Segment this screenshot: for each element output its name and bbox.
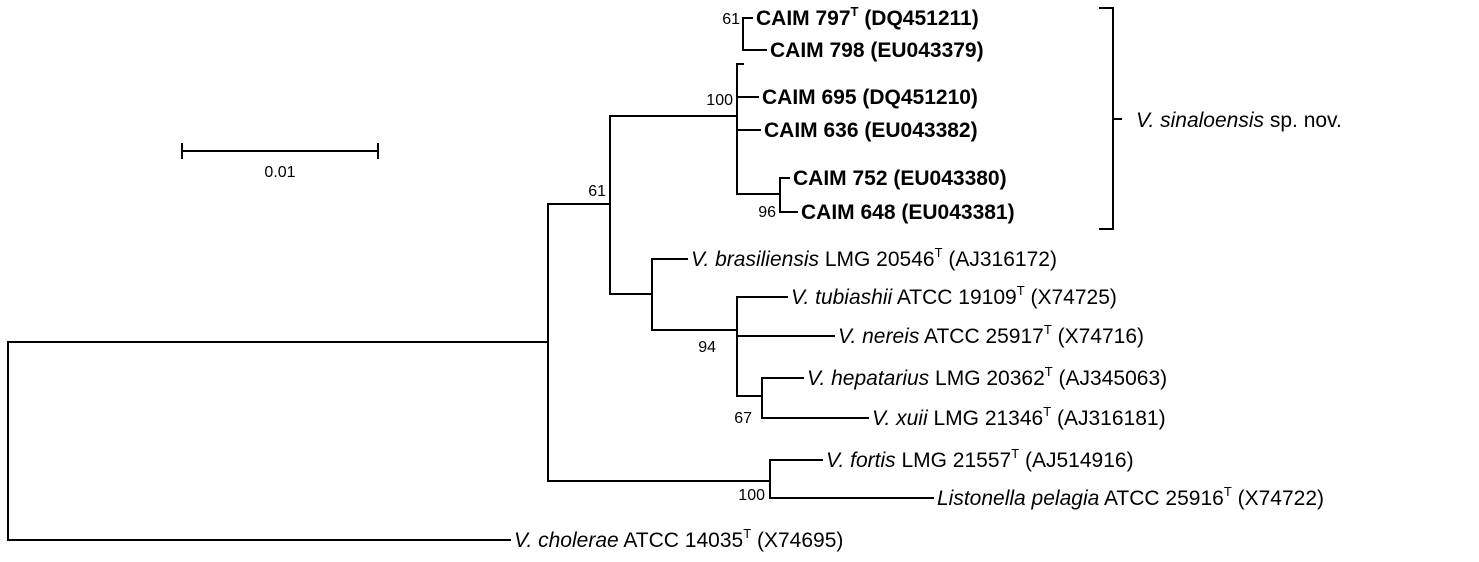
- bootstrap-sinaloensis-clade: 100: [706, 92, 733, 109]
- strain: ATCC 25916: [1099, 487, 1224, 510]
- strain: CAIM 695 (DQ451210): [762, 86, 978, 109]
- tree-branches: [7, 17, 934, 541]
- strain: CAIM 648 (EU043381): [801, 201, 1015, 224]
- species-name: V. tubiashii: [791, 286, 893, 309]
- clade-suffix: sp. nov.: [1264, 109, 1342, 132]
- type-strain-superscript: T: [1011, 446, 1019, 461]
- strain: LMG 20362: [929, 367, 1045, 390]
- species-name: V. brasiliensis: [691, 248, 819, 271]
- taxon-label-fortis: V. fortis LMG 21557T (AJ514916): [826, 446, 1134, 472]
- accession: (AJ316181): [1051, 407, 1165, 430]
- bootstrap-hepatarius-xuii: 67: [734, 410, 752, 427]
- bootstrap-fortis-pelagia: 100: [738, 487, 765, 504]
- taxon-label-tubiashii: V. tubiashii ATCC 19109T (X74725): [791, 283, 1117, 309]
- strain: ATCC 25917: [919, 325, 1044, 348]
- node-61-branch: [609, 115, 738, 295]
- accession: (X74695): [751, 529, 843, 552]
- taxon-label-pelagia: Listonella pelagia ATCC 25916T (X74722): [937, 484, 1324, 510]
- type-strain-superscript: T: [743, 526, 751, 541]
- node-caim797-798-branch: [742, 17, 767, 51]
- strain: ATCC 14035: [619, 529, 744, 552]
- strain: ATCC 19109: [892, 286, 1017, 309]
- species-name: Listonella pelagia: [937, 487, 1099, 510]
- accession: (DQ451211): [858, 7, 978, 30]
- bootstrap-values: 61 100 96 61 94 67 100: [588, 11, 776, 504]
- taxon-label-caim636: CAIM 636 (EU043382): [764, 119, 978, 142]
- node-brasiliensis-branch: [651, 258, 738, 331]
- bootstrap-caim797-798: 61: [722, 11, 740, 28]
- species-name: V. hepatarius: [807, 367, 930, 390]
- strain: CAIM 797: [756, 7, 851, 30]
- species-name: V. nereis: [838, 325, 920, 348]
- type-strain-superscript: T: [851, 4, 859, 19]
- strain: CAIM 752 (EU043380): [793, 167, 1007, 190]
- node-caim752-648-branch: [779, 177, 798, 213]
- taxon-label-brasiliensis: V. brasiliensis LMG 20546T (AJ316172): [691, 245, 1057, 271]
- strain: LMG 21557: [896, 449, 1012, 472]
- node-fortis-pelagia-branch: [769, 459, 934, 499]
- clade-bracket: V. sinaloensis sp. nov.: [1099, 7, 1342, 230]
- taxon-label-caim752: CAIM 752 (EU043380): [793, 167, 1007, 190]
- strain: LMG 21346: [928, 407, 1044, 430]
- taxon-label-caim797: CAIM 797T (DQ451211): [756, 4, 979, 30]
- taxon-label-nereis: V. nereis ATCC 25917T (X74716): [838, 322, 1144, 348]
- strain: CAIM 636 (EU043382): [764, 119, 978, 142]
- accession: (AJ345063): [1053, 367, 1167, 390]
- type-strain-superscript: T: [1043, 404, 1051, 419]
- clade-bracket-line: [1099, 7, 1122, 230]
- species-name: V. cholerae: [514, 529, 619, 552]
- taxon-label-caim648: CAIM 648 (EU043381): [801, 201, 1015, 224]
- strain: LMG 20546: [819, 248, 935, 271]
- accession: (X74722): [1232, 487, 1324, 510]
- type-strain-superscript: T: [1044, 322, 1052, 337]
- strain: CAIM 798 (EU043379): [770, 39, 984, 62]
- bootstrap-tubiashii-group: 94: [698, 339, 716, 356]
- clade-species-name: V. sinaloensis: [1136, 109, 1265, 132]
- bootstrap-caim752-648: 96: [758, 204, 776, 221]
- species-name: V. xuii: [872, 407, 929, 430]
- accession: (X74725): [1025, 286, 1117, 309]
- accession: (AJ316172): [943, 248, 1057, 271]
- taxon-label-cholerae: V. cholerae ATCC 14035T (X74695): [514, 526, 843, 552]
- type-strain-superscript: T: [1045, 364, 1053, 379]
- root-branch: [7, 341, 549, 541]
- type-strain-superscript: T: [1017, 283, 1025, 298]
- type-strain-superscript: T: [1224, 484, 1232, 499]
- taxon-label-caim798: CAIM 798 (EU043379): [770, 39, 984, 62]
- accession: (AJ514916): [1019, 449, 1133, 472]
- species-name: V. fortis: [826, 449, 896, 472]
- taxon-label-caim695: CAIM 695 (DQ451210): [762, 86, 978, 109]
- scale-bar: 0.01: [181, 143, 379, 181]
- taxon-labels: CAIM 797T (DQ451211) CAIM 798 (EU043379)…: [514, 4, 1324, 552]
- node-main-branch: [547, 203, 771, 482]
- scale-bar-line: [181, 143, 379, 159]
- type-strain-superscript: T: [935, 245, 943, 260]
- accession: (X74716): [1052, 325, 1144, 348]
- node-94-branch: [736, 296, 835, 397]
- node-sinaloensis-branch: [736, 63, 781, 195]
- node-67-branch: [761, 377, 869, 419]
- taxon-label-xuii: V. xuii LMG 21346T (AJ316181): [872, 404, 1166, 430]
- taxon-label-hepatarius: V. hepatarius LMG 20362T (AJ345063): [807, 364, 1167, 390]
- scale-bar-label: 0.01: [264, 164, 295, 181]
- bootstrap-main-group: 61: [588, 183, 606, 200]
- clade-bracket-label: V. sinaloensis sp. nov.: [1136, 109, 1342, 132]
